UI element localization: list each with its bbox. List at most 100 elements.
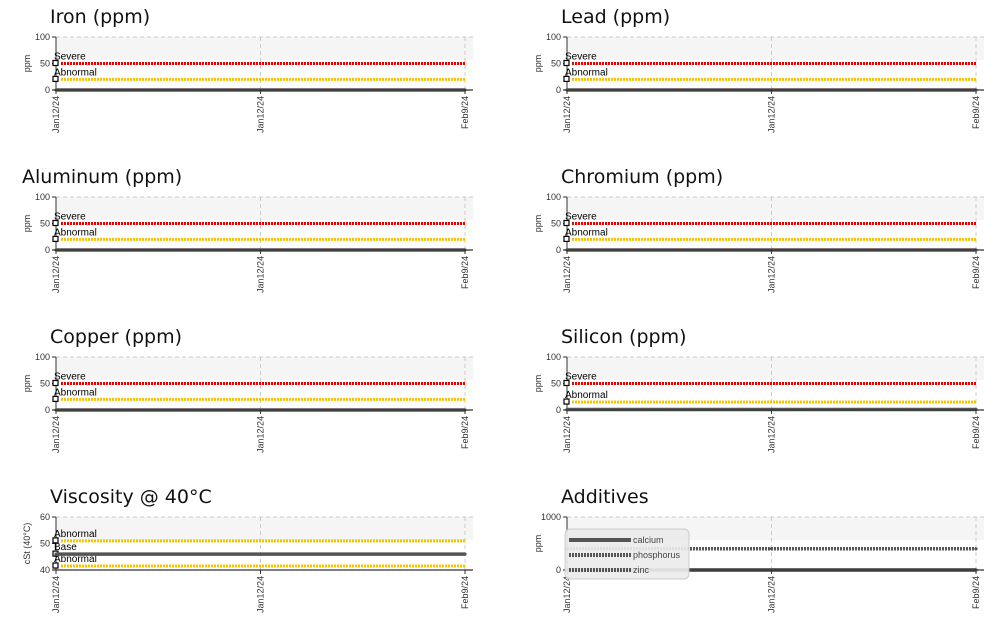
limit-label: Severe bbox=[54, 52, 86, 63]
limit-marker bbox=[52, 219, 59, 227]
x-tick-label: Jan12/24 bbox=[256, 576, 266, 613]
legend-label: phosphorus bbox=[633, 550, 681, 560]
limit-label: Abnormal bbox=[565, 227, 608, 238]
x-tick-label: Feb9/24 bbox=[460, 96, 470, 129]
limit-marker bbox=[52, 235, 59, 243]
y-tick-label: 50 bbox=[551, 59, 561, 69]
limit-label: Severe bbox=[54, 372, 86, 383]
y-axis-label: ppm bbox=[533, 215, 543, 233]
y-axis-label: ppm bbox=[533, 55, 543, 73]
limit-label: Severe bbox=[565, 52, 597, 63]
y-tick-label: 100 bbox=[35, 352, 50, 362]
chart-panel-copper: Copper (ppm) 0 50 100 ppm Severe Abnormal Jan1… bbox=[22, 326, 490, 476]
chart-title: Lead (ppm) bbox=[561, 6, 671, 28]
limit-label: Abnormal bbox=[565, 67, 608, 78]
limit-marker bbox=[52, 59, 59, 67]
y-tick-label: 100 bbox=[546, 192, 561, 202]
legend-label: calcium bbox=[633, 535, 664, 545]
x-tick-label: Jan12/24 bbox=[562, 416, 572, 453]
limit-marker bbox=[563, 379, 570, 387]
chart-panel-chromium: Chromium (ppm) 0 50 100 ppm Severe Abnormal Ja… bbox=[533, 166, 997, 316]
x-tick-label: Jan12/24 bbox=[51, 576, 61, 613]
chart-panel-additives: Additives 0 1000 ppm Jan12/24 Jan12/24 Feb9/2… bbox=[533, 486, 997, 636]
chart-title: Chromium (ppm) bbox=[561, 166, 724, 188]
x-tick-label: Feb9/24 bbox=[971, 256, 981, 289]
data-point bbox=[54, 552, 58, 556]
x-tick-label: Jan12/24 bbox=[51, 256, 61, 293]
y-tick-label: 50 bbox=[40, 539, 50, 549]
y-tick-label: 100 bbox=[546, 32, 561, 42]
x-tick-label: Jan12/24 bbox=[562, 256, 572, 293]
y-tick-label: 1000 bbox=[541, 512, 561, 522]
y-tick-label: 50 bbox=[40, 379, 50, 389]
x-tick-label: Feb9/24 bbox=[971, 96, 981, 129]
limit-marker bbox=[52, 75, 59, 83]
x-tick-label: Feb9/24 bbox=[971, 416, 981, 449]
limit-label: Abnormal bbox=[54, 554, 97, 565]
chart-title: Copper (ppm) bbox=[50, 326, 183, 348]
y-tick-label: 100 bbox=[35, 32, 50, 42]
limit-label: Abnormal bbox=[54, 67, 97, 78]
chart-title: Aluminum (ppm) bbox=[22, 166, 183, 188]
chart-svg: 0 50 100 ppm Severe Abnormal Jan12/24 Jan12/24 F… bbox=[22, 192, 473, 293]
x-tick-label: Jan12/24 bbox=[767, 96, 777, 133]
y-tick-label: 50 bbox=[40, 219, 50, 229]
y-axis-label: ppm bbox=[533, 535, 543, 553]
plot-band bbox=[567, 197, 984, 220]
y-tick-label: 100 bbox=[546, 352, 561, 362]
limit-marker bbox=[52, 379, 59, 387]
limit-marker bbox=[52, 562, 59, 569]
x-tick-label: Feb9/24 bbox=[460, 256, 470, 289]
limit-marker bbox=[52, 537, 59, 544]
y-axis-label: ppm bbox=[22, 215, 32, 233]
y-tick-label: 0 bbox=[45, 245, 50, 255]
chart-panel-iron: Iron (ppm) 0 50 100 ppm Severe Abnormal Jan12/… bbox=[22, 6, 490, 156]
chart-svg: 0 50 100 ppm Severe Abnormal Jan12/24 Jan12/24 F… bbox=[22, 352, 473, 453]
limit-marker bbox=[563, 219, 570, 227]
chart-panel-aluminum: Aluminum (ppm) 0 50 100 ppm Severe Abnormal Ja… bbox=[22, 166, 473, 316]
data-point bbox=[769, 547, 774, 551]
y-tick-label: 60 bbox=[40, 512, 50, 522]
x-tick-label: Jan12/24 bbox=[51, 96, 61, 133]
chart-panel-viscosity: Viscosity @ 40°C 40 50 60 cSt (40°C) Abnorma… bbox=[22, 486, 490, 636]
x-tick-label: Jan12/24 bbox=[256, 256, 266, 293]
x-tick-label: Jan12/24 bbox=[767, 416, 777, 453]
y-axis-label: ppm bbox=[22, 375, 32, 393]
y-tick-label: 0 bbox=[556, 405, 561, 415]
limit-label: Abnormal bbox=[54, 529, 97, 540]
limit-label: Severe bbox=[54, 212, 86, 223]
y-tick-label: 0 bbox=[556, 85, 561, 95]
y-tick-label: 0 bbox=[556, 245, 561, 255]
x-tick-label: Jan12/24 bbox=[562, 576, 572, 613]
y-tick-label: 0 bbox=[556, 565, 561, 575]
y-tick-label: 0 bbox=[45, 405, 50, 415]
y-tick-label: 50 bbox=[551, 219, 561, 229]
plot-band bbox=[56, 37, 473, 60]
limit-label: Severe bbox=[565, 372, 597, 383]
x-tick-label: Jan12/24 bbox=[767, 576, 777, 613]
y-axis-label: ppm bbox=[533, 375, 543, 393]
x-tick-label: Feb9/24 bbox=[460, 416, 470, 449]
plot-band bbox=[56, 197, 473, 220]
limit-marker bbox=[563, 398, 570, 405]
chart-svg: 0 1000 ppm Jan12/24 Jan12/24 Feb9/24 calcium ph… bbox=[533, 512, 984, 613]
chart-title: Viscosity @ 40°C bbox=[50, 486, 212, 508]
plot-band bbox=[56, 357, 473, 380]
x-tick-label: Jan12/24 bbox=[51, 416, 61, 453]
limit-label: Severe bbox=[565, 212, 597, 223]
x-tick-label: Jan12/24 bbox=[767, 256, 777, 293]
limit-marker bbox=[52, 395, 59, 403]
limit-label: Abnormal bbox=[54, 387, 97, 398]
data-point bbox=[258, 552, 263, 556]
y-axis-label: ppm bbox=[22, 55, 32, 73]
x-tick-label: Jan12/24 bbox=[256, 96, 266, 133]
chart-svg: 0 50 100 ppm Severe Abnormal Jan12/24 Jan12/24 F… bbox=[533, 352, 984, 453]
x-tick-label: Jan12/24 bbox=[256, 416, 266, 453]
legend-label: zinc bbox=[633, 565, 650, 575]
limit-marker bbox=[563, 75, 570, 83]
chart-panel-lead: Lead (ppm) 0 50 100 ppm Severe Abnormal Jan12/… bbox=[533, 6, 997, 156]
limit-label: Abnormal bbox=[565, 390, 608, 401]
chart-svg: 0 50 100 ppm Severe Abnormal Jan12/24 Jan12/24 F… bbox=[533, 32, 984, 133]
y-tick-label: 50 bbox=[551, 379, 561, 389]
y-tick-label: 40 bbox=[40, 565, 50, 575]
